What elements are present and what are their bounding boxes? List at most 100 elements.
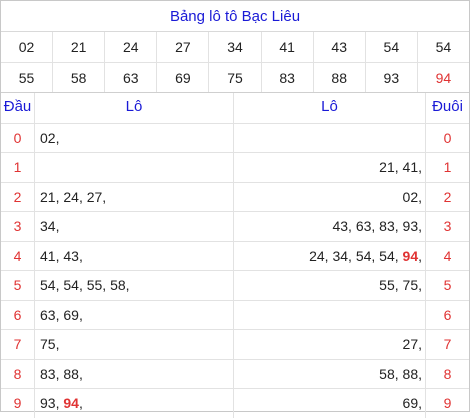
table-row: 0 02, 0	[1, 122, 469, 152]
lo-left-cell: 02,	[35, 123, 234, 152]
table-row: 9 93, 94, 69, 9	[1, 388, 469, 418]
table-row: 6 63, 69, 6	[1, 299, 469, 329]
lo-right-cell: 55, 75,	[234, 271, 426, 300]
table-row: 1 21, 41, 1	[1, 152, 469, 182]
number-cell: 55	[1, 63, 54, 92]
lo-number: 93	[40, 395, 56, 411]
lo-number: 58	[110, 277, 126, 293]
lo-left-cell: 63, 69,	[35, 300, 234, 329]
number-cell: 88	[314, 63, 366, 92]
lo-number: 69	[402, 395, 419, 411]
lo-left-cell: 34,	[35, 212, 234, 241]
number-cell: 54	[435, 39, 452, 55]
table-row: 5 54, 54, 55, 58, 55, 75, 5	[1, 270, 469, 300]
lo-number: 58	[379, 365, 395, 382]
dau-cell: 9	[1, 389, 35, 418]
table-row: 8 83, 88, 58, 88, 8	[1, 358, 469, 388]
number-cell: 24	[105, 32, 158, 62]
duoi-cell: 5	[443, 277, 452, 293]
lo-number: 24	[63, 188, 79, 205]
number-cell: 54	[366, 32, 418, 62]
lo-number: 43	[63, 247, 79, 264]
lo-number: 54	[40, 277, 56, 293]
number-cell: 63	[105, 63, 158, 92]
dau-cell: 3	[1, 212, 35, 241]
lo-right-cell	[234, 123, 426, 152]
lo-number: 93	[402, 218, 419, 234]
duoi-cell: 3	[443, 218, 452, 234]
dau-cell: 5	[1, 271, 35, 300]
number-cell: 43	[314, 32, 366, 62]
lo-number: 34	[332, 247, 349, 264]
dau-cell: 2	[1, 182, 35, 211]
table-body: 0 02, 0 1 21, 41, 1 2 21, 24, 27, 02, 2 3 34, 43, 63…	[1, 122, 469, 418]
lo-number: 75	[40, 336, 56, 352]
duoi-cell: 6	[443, 306, 452, 323]
dau-cell: 4	[1, 241, 35, 270]
lo-number: 02	[402, 188, 419, 205]
lo-right-cell: 43, 63, 83, 93,	[234, 212, 426, 241]
lo-right-cell: 58, 88,	[234, 359, 426, 388]
lo-left-cell: 41, 43,	[35, 241, 234, 270]
number-cell: 21	[53, 32, 106, 62]
lo-number: 21	[379, 159, 395, 175]
lo-left-cell: 75,	[35, 330, 234, 359]
lo-number: 27	[86, 188, 103, 205]
number-cell: 27	[157, 32, 210, 62]
number-row: 02 21 24 27 34 41 43 54 54	[1, 32, 469, 62]
dau-cell: 8	[1, 359, 35, 388]
duoi-cell: 7	[443, 336, 452, 352]
lo-left-cell: 93, 94,	[35, 389, 234, 418]
lo-number: 54	[355, 247, 372, 264]
lo-number: 75	[402, 277, 419, 293]
lo-left-cell	[35, 153, 234, 182]
number-cell: 75	[209, 63, 262, 92]
lo-right-cell: 69,	[234, 389, 426, 418]
number-cell: 83	[262, 63, 314, 92]
number-cell: 41	[262, 32, 314, 62]
lo-number: 83	[379, 218, 395, 234]
lo-right-cell: 27,	[234, 330, 426, 359]
lo-number: 63	[355, 218, 372, 234]
lo-number: 41	[40, 247, 56, 264]
lo-right-cell: 24, 34, 54, 54, 94,	[234, 241, 426, 270]
header-lo-right: Lô	[234, 93, 426, 123]
dau-cell: 0	[1, 123, 35, 152]
lo-number: 54	[63, 277, 79, 293]
dau-cell: 6	[1, 300, 35, 329]
duoi-cell: 8	[443, 365, 452, 382]
lo-right-cell	[234, 300, 426, 329]
number-cell: 69	[157, 63, 210, 92]
number-cell: 93	[366, 63, 418, 92]
table-row: 2 21, 24, 27, 02, 2	[1, 181, 469, 211]
lo-number: 63	[40, 306, 56, 323]
lo-right-cell: 21, 41,	[234, 153, 426, 182]
number-grid: 02 21 24 27 34 41 43 54 54 55 58 63 69 75 83 88 93 94	[1, 32, 469, 93]
duoi-cell: 0	[443, 129, 452, 146]
table-row: 3 34, 43, 63, 83, 93, 3	[1, 211, 469, 241]
number-cell: 94	[435, 70, 452, 86]
lo-number: 24	[309, 247, 325, 264]
header-lo-left: Lô	[35, 93, 234, 123]
dau-cell: 7	[1, 330, 35, 359]
number-cell: 02	[1, 32, 54, 62]
number-cell: 58	[53, 63, 106, 92]
lo-left-cell: 54, 54, 55, 58,	[35, 271, 234, 300]
lo-number: 41	[402, 159, 419, 175]
lo-number: 27	[402, 336, 419, 352]
lo-number: 83	[40, 365, 56, 382]
header-dau: Đầu	[1, 93, 35, 123]
duoi-cell: 2	[443, 188, 452, 205]
board-title: Bảng lô tô Bạc Liêu	[1, 1, 469, 32]
duoi-cell: 9	[443, 395, 452, 411]
lo-number: 21	[40, 188, 56, 205]
lo-number: 54	[379, 247, 395, 264]
lo-number: 69	[63, 306, 79, 323]
dau-cell: 1	[1, 153, 35, 182]
duoi-cell: 4	[443, 247, 452, 264]
lo-number: 88	[402, 365, 419, 382]
lo-left-cell: 21, 24, 27,	[35, 182, 234, 211]
lo-right-cell: 02,	[234, 182, 426, 211]
lo-number: 94	[402, 247, 419, 264]
